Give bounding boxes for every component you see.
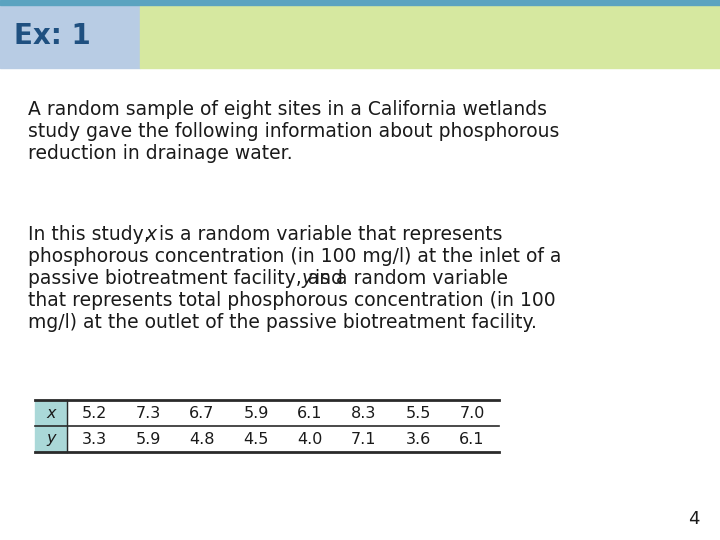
Text: 5.5: 5.5 [405, 406, 431, 421]
Text: 7.1: 7.1 [351, 431, 377, 447]
Text: reduction in drainage water.: reduction in drainage water. [28, 144, 292, 163]
Text: mg/l) at the outlet of the passive biotreatment facility.: mg/l) at the outlet of the passive biotr… [28, 313, 537, 332]
Text: 3.6: 3.6 [405, 431, 431, 447]
Text: y: y [301, 269, 312, 288]
Text: 5.9: 5.9 [135, 431, 161, 447]
Text: is a random variable: is a random variable [309, 269, 508, 288]
Text: 8.3: 8.3 [351, 406, 377, 421]
Text: y: y [46, 431, 55, 447]
Bar [0, 0, 720, 5]
Bar [140, 5, 720, 68]
Text: Ex: 1: Ex: 1 [14, 23, 91, 51]
Text: 7.0: 7.0 [459, 406, 485, 421]
Text: 6.1: 6.1 [297, 406, 323, 421]
Text: 4: 4 [688, 510, 700, 528]
Text: 3.3: 3.3 [81, 431, 107, 447]
Text: 4.8: 4.8 [189, 431, 215, 447]
Text: 6.1: 6.1 [459, 431, 485, 447]
Text: x: x [46, 406, 55, 421]
Text: 5.2: 5.2 [81, 406, 107, 421]
Text: A random sample of eight sites in a California wetlands: A random sample of eight sites in a Cali… [28, 100, 547, 119]
Text: 4.5: 4.5 [243, 431, 269, 447]
Bar [35, 400, 67, 426]
Text: 4.0: 4.0 [297, 431, 323, 447]
Text: passive biotreatment facility, and: passive biotreatment facility, and [28, 269, 349, 288]
Text: phosphorous concentration (in 100 mg/l) at the inlet of a: phosphorous concentration (in 100 mg/l) … [28, 247, 562, 266]
Text: 6.7: 6.7 [189, 406, 215, 421]
Text: x: x [145, 225, 156, 244]
Text: In this study,: In this study, [28, 225, 156, 244]
Bar [35, 426, 67, 452]
Text: is a random variable that represents: is a random variable that represents [153, 225, 503, 244]
Text: 5.9: 5.9 [243, 406, 269, 421]
Text: that represents total phosphorous concentration (in 100: that represents total phosphorous concen… [28, 291, 556, 310]
Text: study gave the following information about phosphorous: study gave the following information abo… [28, 122, 559, 141]
Bar [0, 5, 140, 68]
Text: 7.3: 7.3 [135, 406, 161, 421]
